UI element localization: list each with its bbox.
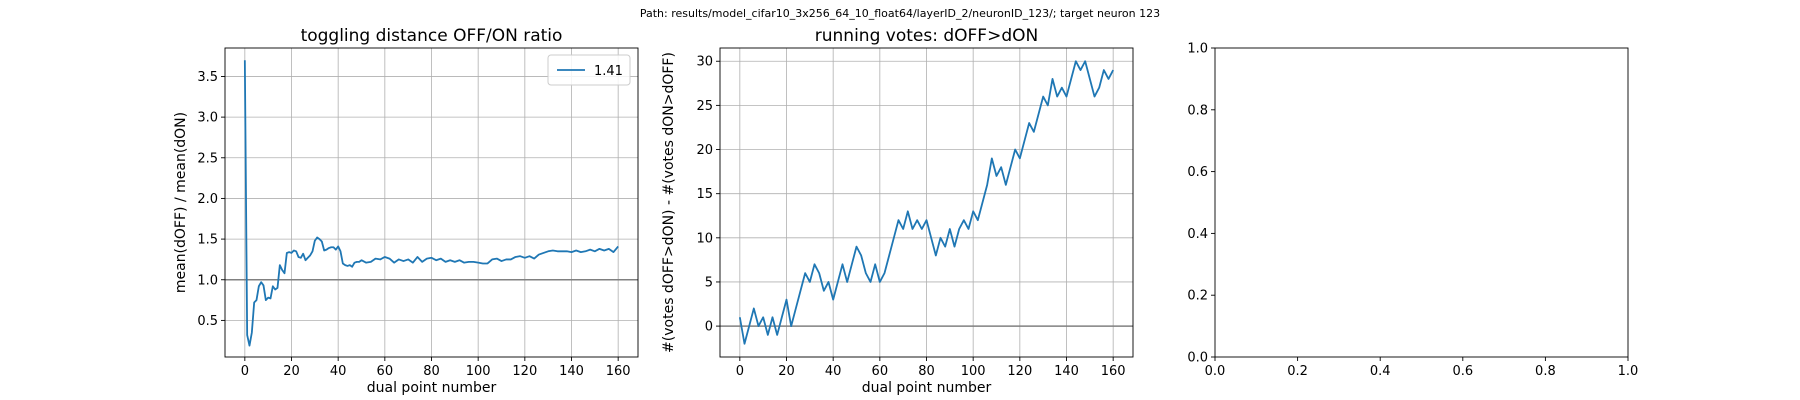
y-tick-label: 30 bbox=[696, 55, 713, 70]
x-axis-label: dual point number bbox=[367, 380, 497, 396]
y-axis-label: mean(dOFF) / mean(dON) bbox=[173, 112, 189, 293]
y-tick-label: 10 bbox=[696, 231, 713, 246]
y-tick-label: 1.0 bbox=[1187, 42, 1208, 57]
x-tick-label: 60 bbox=[377, 364, 394, 379]
y-tick-label: 0.0 bbox=[1187, 351, 1208, 366]
legend: 1.41 bbox=[547, 54, 631, 86]
y-tick-label: 2.0 bbox=[197, 192, 218, 207]
x-tick-label: 100 bbox=[466, 364, 491, 379]
x-tick-label: 40 bbox=[825, 364, 842, 379]
y-tick-label: 1.5 bbox=[197, 233, 218, 248]
y-tick-label: 0 bbox=[705, 320, 713, 335]
x-tick-label: 80 bbox=[918, 364, 935, 379]
x-tick-label: 100 bbox=[961, 364, 986, 379]
legend-label: 1.41 bbox=[594, 64, 623, 79]
x-tick-label: 40 bbox=[330, 364, 347, 379]
y-tick-label: 0.4 bbox=[1187, 227, 1208, 242]
axes-title: running votes: dOFF>dON bbox=[815, 26, 1038, 46]
x-tick-label: 0.0 bbox=[1205, 364, 1226, 379]
axes-title: toggling distance OFF/ON ratio bbox=[301, 26, 563, 46]
x-tick-label: 140 bbox=[559, 364, 584, 379]
x-tick-label: 120 bbox=[512, 364, 537, 379]
x-tick-label: 0 bbox=[241, 364, 249, 379]
x-tick-label: 20 bbox=[778, 364, 795, 379]
series-line bbox=[738, 60, 1114, 345]
y-tick-label: 1.0 bbox=[197, 273, 218, 288]
axes-frame bbox=[1214, 47, 1629, 358]
y-axis-label: #(votes dOFF>dON) - #(votes dON>dOFF) bbox=[661, 52, 677, 353]
y-tick-label: 0.5 bbox=[197, 314, 218, 329]
axes-toggling-ratio: 0 20 40 60 80 100 120 140 160 0.5 1.0 1.5 2.0 2.5 3.0 3… bbox=[173, 26, 639, 396]
x-axis-label: dual point number bbox=[862, 380, 992, 396]
axes-running-votes: 0 20 40 60 80 100 120 140 160 0 5 10 15 20 25 30 running… bbox=[661, 26, 1134, 396]
x-tick-label: 0.8 bbox=[1535, 364, 1556, 379]
x-tick-label: 140 bbox=[1054, 364, 1079, 379]
x-tick-label: 80 bbox=[423, 364, 440, 379]
x-tick-label: 0 bbox=[736, 364, 744, 379]
y-tick-label: 0.2 bbox=[1187, 289, 1208, 304]
y-tick-label: 3.0 bbox=[197, 111, 218, 126]
x-tick-label: 160 bbox=[606, 364, 631, 379]
x-tick-label: 1.0 bbox=[1618, 364, 1639, 379]
x-tick-label: 160 bbox=[1101, 364, 1126, 379]
y-tick-label: 20 bbox=[696, 143, 713, 158]
axes-empty: 0.0 0.2 0.4 0.6 0.8 1.0 0.0 0.2 0.4 0.6 0.8 1.0 bbox=[1187, 42, 1638, 380]
y-tick-label: 15 bbox=[696, 187, 713, 202]
figure-suptitle: Path: results/model_cifar10_3x256_64_10_… bbox=[640, 7, 1160, 20]
legend-box bbox=[547, 54, 631, 86]
series-line bbox=[243, 60, 619, 347]
y-tick-label: 25 bbox=[696, 99, 713, 114]
y-tick-label: 5 bbox=[705, 275, 713, 290]
x-tick-label: 60 bbox=[872, 364, 889, 379]
y-tick-label: 0.6 bbox=[1187, 165, 1208, 180]
y-tick-label: 2.5 bbox=[197, 151, 218, 166]
y-tick-label: 3.5 bbox=[197, 70, 218, 85]
x-tick-label: 0.6 bbox=[1452, 364, 1473, 379]
x-tick-label: 20 bbox=[283, 364, 300, 379]
x-tick-label: 0.2 bbox=[1287, 364, 1308, 379]
x-tick-label: 120 bbox=[1007, 364, 1032, 379]
x-tick-label: 0.4 bbox=[1370, 364, 1391, 379]
y-tick-label: 0.8 bbox=[1187, 103, 1208, 118]
